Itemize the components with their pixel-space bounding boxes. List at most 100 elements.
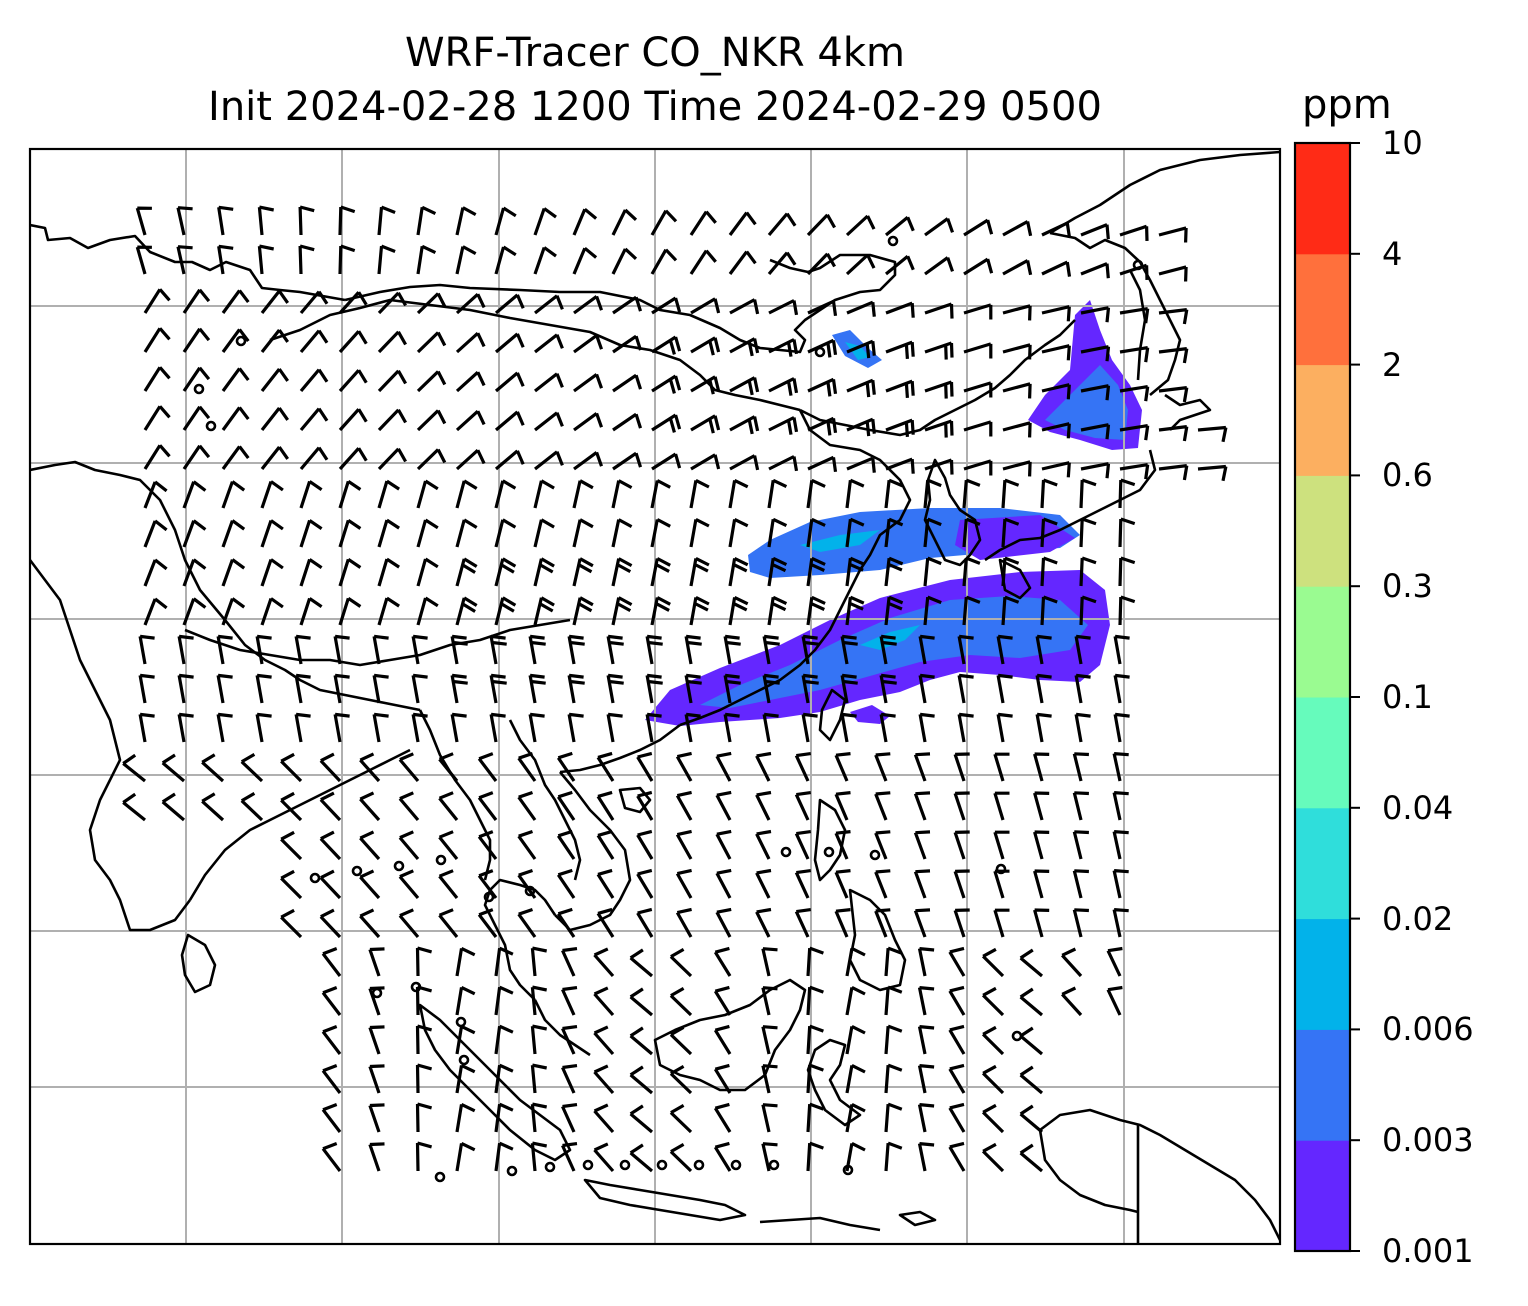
calm-wind-circle-2 <box>393 860 405 872</box>
wind-barb-359 <box>606 712 623 743</box>
wind-barb-109 <box>182 366 211 392</box>
wind-barb-65 <box>573 295 604 315</box>
wind-barb-363 <box>762 712 779 743</box>
wind-barb-364 <box>801 712 818 743</box>
wind-barb-315 <box>918 634 935 665</box>
calm-wind-circle-24 <box>1132 259 1144 271</box>
wind-barb-491 <box>321 947 342 977</box>
wind-barb-447 <box>280 869 303 900</box>
wind-barb-151 <box>768 416 799 435</box>
coastline-sumatra <box>418 1003 572 1162</box>
calm-wind-circle-9 <box>544 1161 556 1173</box>
calm-wind-circle-4 <box>371 987 383 999</box>
wind-barb-474 <box>477 908 498 938</box>
wind-barb-319 <box>1074 634 1091 665</box>
wind-barb-584 <box>845 1102 866 1133</box>
wind-barb-460 <box>794 869 812 899</box>
wind-barb-217 <box>143 519 168 548</box>
wind-barb-280 <box>572 596 594 626</box>
calm-wind-circle-26 <box>193 383 205 395</box>
wind-barb-24 <box>1080 223 1110 240</box>
coastline-philippines-south <box>848 888 907 992</box>
wind-barb-239 <box>1001 517 1020 548</box>
wind-barb-123 <box>729 376 760 396</box>
wind-barb-489 <box>1072 908 1089 938</box>
wind-barb-588 <box>981 1103 1005 1134</box>
wind-barb-304 <box>489 634 507 665</box>
wind-barb-70 <box>768 299 799 316</box>
wind-barb-380 <box>398 752 420 783</box>
wind-barb-589 <box>1019 1104 1044 1134</box>
wind-barb-406 <box>398 791 420 822</box>
wind-barb-212 <box>962 478 981 509</box>
wind-barb-357 <box>528 712 545 743</box>
wind-barb-497 <box>561 947 578 977</box>
wind-barb-334 <box>645 673 663 704</box>
wind-barb-504 <box>845 946 866 977</box>
wind-barb-299 <box>294 634 311 665</box>
wind-barb-56 <box>221 289 250 314</box>
wind-barb-29 <box>217 244 234 275</box>
wind-barb-264 <box>962 556 981 587</box>
wind-barb-600 <box>713 1141 732 1172</box>
wind-barb-54 <box>143 288 171 314</box>
wind-barb-229 <box>611 518 633 548</box>
wind-barb-531 <box>1061 986 1083 1017</box>
wind-barb-261 <box>845 556 865 587</box>
wind-barb-379 <box>359 752 381 783</box>
wind-barb-503 <box>806 946 824 977</box>
wind-barb-46 <box>884 255 915 276</box>
wind-barb-496 <box>530 946 548 977</box>
wind-barb-108 <box>143 366 171 392</box>
wind-barb-338 <box>801 673 819 704</box>
wind-barb-516 <box>494 985 514 1016</box>
wind-barb-117 <box>494 371 525 393</box>
tracer-plume-band-upper-core <box>800 530 880 552</box>
wind-barb-6 <box>377 205 396 236</box>
wind-barb-57 <box>260 290 290 314</box>
calm-wind-circle-25 <box>235 335 247 347</box>
wind-barb-225 <box>455 518 478 548</box>
wind-barb-608 <box>1019 1143 1044 1173</box>
wind-barb-477 <box>596 907 615 938</box>
wind-barb-84 <box>260 329 290 353</box>
wind-barb-535 <box>415 1024 433 1055</box>
wind-barb-457 <box>675 868 693 899</box>
colorbar-tick-label: 0.6 <box>1382 456 1433 495</box>
wind-barb-328 <box>411 673 428 704</box>
wind-barb-437 <box>755 829 772 860</box>
colorbar-segment-4 <box>1295 697 1350 809</box>
wind-barb-369 <box>996 712 1013 743</box>
wind-barb-259 <box>767 556 788 587</box>
wind-barb-546 <box>845 1024 866 1055</box>
wind-barb-127 <box>885 379 915 399</box>
wind-barb-469 <box>280 908 303 939</box>
wind-barb-370 <box>1035 712 1052 743</box>
wind-barb-254 <box>572 557 594 587</box>
wind-barb-486 <box>953 908 970 938</box>
wind-barb-574 <box>455 1102 476 1133</box>
wind-barb-2 <box>217 205 234 236</box>
wind-barb-540 <box>593 1025 615 1056</box>
wind-barb-8 <box>455 206 477 236</box>
wind-barb-433 <box>596 829 615 860</box>
wind-barb-376 <box>240 753 264 783</box>
wind-barb-141 <box>377 408 407 432</box>
wind-barb-23 <box>1041 221 1072 238</box>
wind-barb-371 <box>1074 712 1091 743</box>
wind-barb-316 <box>957 634 974 665</box>
colorbar-tick-label: 4 <box>1382 234 1403 273</box>
wind-barb-237 <box>923 517 942 548</box>
wind-barb-539 <box>561 1025 578 1055</box>
wind-barb-51 <box>1080 262 1110 279</box>
calm-wind-circle-14 <box>730 1159 742 1171</box>
wind-barb-399 <box>122 792 147 822</box>
wind-barb-207 <box>767 478 788 509</box>
wind-barb-69 <box>729 298 760 315</box>
wind-barb-556 <box>494 1063 514 1094</box>
calm-wind-circle-12 <box>656 1159 668 1171</box>
wind-barb-152 <box>807 416 838 436</box>
wind-barb-169 <box>377 447 407 471</box>
wind-barb-265 <box>1001 556 1020 587</box>
